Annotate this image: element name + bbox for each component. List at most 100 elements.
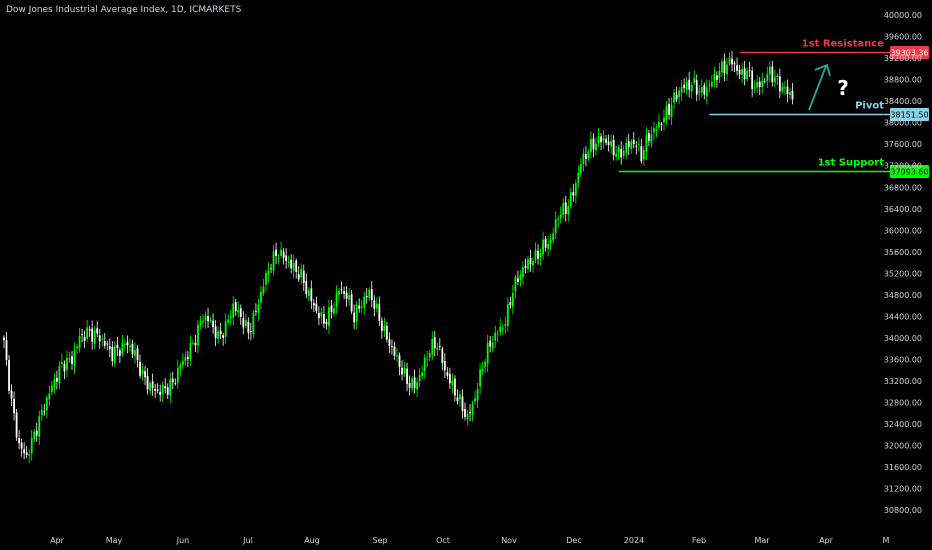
candle — [305, 273, 308, 299]
candle — [630, 138, 633, 155]
x-tick-label: Apr — [819, 536, 834, 545]
candle — [746, 67, 749, 82]
candle — [527, 255, 529, 274]
x-tick-label: Apr — [50, 536, 65, 545]
candle — [20, 438, 23, 457]
y-tick-label: 31200.00 — [884, 485, 922, 494]
candle — [496, 330, 499, 343]
candle — [78, 328, 81, 353]
candle — [35, 423, 38, 442]
candle — [504, 316, 507, 334]
candle — [690, 82, 693, 99]
candle — [564, 195, 567, 222]
candle — [257, 298, 260, 321]
candle — [511, 285, 514, 315]
candle — [670, 97, 673, 125]
candle — [315, 296, 318, 314]
candle — [338, 287, 340, 303]
y-tick-label: 37600.00 — [884, 140, 922, 149]
candle — [758, 76, 761, 95]
candle — [557, 215, 560, 228]
candle — [103, 333, 106, 349]
candle — [438, 338, 441, 351]
candle — [595, 137, 597, 156]
candle — [665, 101, 668, 125]
candle — [129, 338, 131, 353]
candle — [267, 262, 270, 283]
candle — [423, 354, 426, 379]
candle — [184, 351, 187, 366]
candle — [726, 58, 728, 82]
candle — [544, 235, 547, 252]
candle — [207, 307, 209, 329]
candle — [640, 139, 643, 164]
candle — [738, 64, 741, 79]
candle — [202, 314, 204, 328]
price-label-text: 38151.50 — [890, 111, 928, 120]
candle — [28, 449, 31, 464]
x-tick-label: Nov — [501, 536, 517, 545]
candle — [378, 296, 381, 327]
candle — [126, 335, 129, 354]
candle — [91, 320, 94, 350]
annotations-group: ? — [808, 63, 849, 111]
candle — [396, 347, 398, 362]
x-axis[interactable]: Apr May Jun Jul Aug Sep Oct Nov Dec 2024 Feb Mar Apr… — [50, 536, 889, 545]
candle — [650, 126, 653, 148]
candle — [471, 400, 474, 422]
candle — [219, 322, 222, 339]
candle — [239, 304, 242, 325]
candle — [753, 80, 756, 94]
candle — [748, 62, 751, 78]
candle — [688, 71, 691, 98]
candle — [413, 369, 416, 394]
candle — [93, 326, 96, 350]
candle — [499, 318, 502, 336]
candle — [204, 311, 207, 329]
candle — [249, 322, 252, 341]
y-axis[interactable]: 40000.00 39600.00 39200.00 38800.00 38400.00… — [884, 11, 922, 515]
candle — [262, 278, 265, 296]
candle — [113, 340, 116, 368]
candle — [323, 305, 325, 328]
candle — [519, 270, 522, 287]
candle — [592, 133, 595, 158]
candle — [448, 367, 451, 389]
candle — [25, 445, 28, 459]
candle — [454, 375, 456, 402]
y-tick-label: 36000.00 — [884, 226, 922, 235]
candle — [436, 342, 439, 356]
candle — [700, 79, 703, 98]
candle — [18, 429, 21, 450]
y-tick-label: 34400.00 — [884, 312, 922, 321]
candle — [406, 362, 408, 392]
candle — [542, 231, 544, 260]
chart-title: Dow Jones Industrial Average Index, 1D, … — [6, 5, 242, 15]
candle — [481, 361, 484, 375]
y-tick-label: 30800.00 — [884, 506, 922, 515]
candle — [781, 82, 784, 94]
candle — [199, 315, 202, 330]
candle — [391, 339, 393, 355]
candle — [209, 316, 212, 323]
candle — [574, 179, 577, 204]
x-tick-label: Feb — [692, 536, 706, 545]
candle — [615, 145, 618, 161]
candle — [146, 367, 149, 395]
price-label-box — [890, 164, 929, 178]
up-arrow-annotation[interactable] — [808, 63, 831, 111]
candle — [317, 306, 320, 326]
candle — [645, 127, 648, 160]
candle — [86, 319, 89, 342]
candle — [234, 298, 237, 316]
candle — [350, 290, 353, 315]
candle — [353, 304, 356, 330]
x-tick-label: M — [883, 536, 890, 545]
candle — [733, 61, 736, 73]
candle — [8, 354, 10, 395]
candle — [443, 353, 446, 378]
candle — [285, 248, 288, 269]
candle — [360, 300, 363, 314]
candle — [73, 342, 76, 374]
